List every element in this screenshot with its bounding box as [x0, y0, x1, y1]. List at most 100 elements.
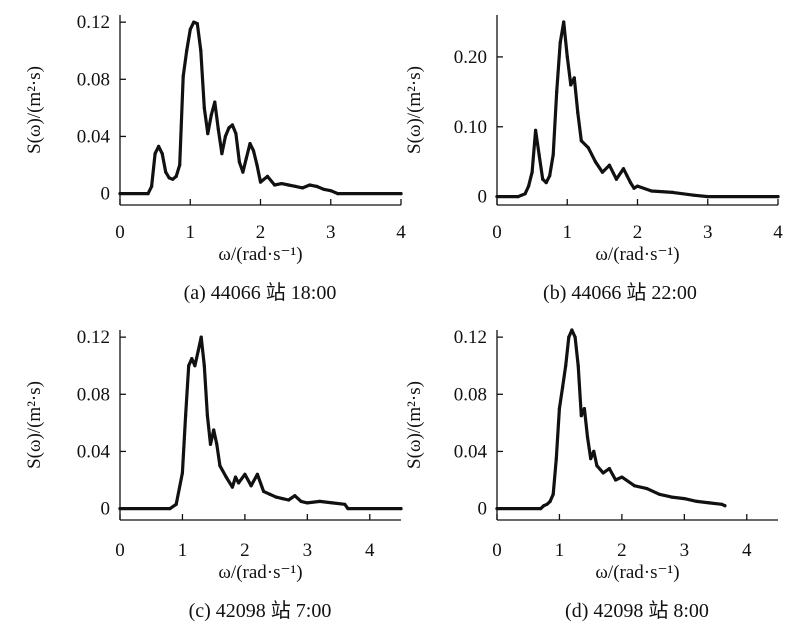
x-tick-label: 4 [365, 540, 375, 561]
data-point [523, 192, 527, 196]
x-tick-label: 1 [178, 540, 188, 561]
data-point [530, 170, 534, 174]
data-point [520, 193, 524, 197]
data-point [632, 186, 636, 190]
data-point [206, 132, 210, 136]
x-tick-label: 3 [703, 222, 713, 243]
data-point [534, 128, 538, 132]
data-point [150, 184, 154, 188]
data-point [625, 174, 629, 178]
data-point [562, 20, 566, 24]
x-tick-label: 4 [742, 540, 752, 561]
data-point [301, 186, 305, 190]
data-point [576, 111, 580, 115]
data-point [184, 414, 188, 418]
data-point [632, 484, 637, 488]
data-point [196, 349, 200, 353]
x-tick-label: 0 [492, 540, 502, 561]
data-point [241, 170, 245, 174]
data-point [671, 190, 675, 194]
data-point [223, 134, 227, 138]
data-point [720, 502, 724, 506]
data-point [527, 184, 531, 188]
data-point [164, 170, 168, 174]
data-point [692, 193, 696, 197]
data-point [582, 407, 587, 411]
data-point [579, 414, 583, 418]
x-tick-label: 3 [303, 540, 313, 561]
data-point [274, 495, 278, 499]
data-point [233, 475, 238, 479]
data-point [205, 414, 209, 418]
y-tick-label: 0 [478, 499, 488, 520]
data-point [516, 195, 520, 199]
data-point [287, 498, 291, 502]
data-point [346, 507, 350, 511]
panel-caption: (a) 44066 站 18:00 [184, 281, 337, 304]
data-point [305, 501, 309, 505]
y-tick-label: 0 [101, 184, 111, 205]
data-point [645, 487, 649, 491]
data-point [216, 127, 220, 131]
x-tick-label: 1 [186, 222, 196, 243]
data-point [118, 507, 122, 511]
data-point [322, 187, 326, 191]
data-point [539, 507, 543, 511]
panel-caption: (c) 42098 站 7:00 [189, 599, 332, 622]
data-point [180, 471, 184, 475]
data-point [607, 163, 612, 167]
data-point [569, 83, 573, 87]
y-tick-label: 0.12 [77, 327, 110, 348]
data-point [209, 113, 213, 117]
data-point [157, 144, 161, 148]
data-point [168, 507, 172, 511]
y-tick-label: 0.12 [77, 12, 110, 33]
y-tick-label: 0.04 [77, 126, 111, 147]
x-axis-label: ω/(rad·s⁻¹) [595, 244, 679, 265]
data-point [299, 499, 303, 503]
data-point [192, 20, 196, 24]
x-tick-label: 2 [240, 540, 250, 561]
data-point [682, 497, 686, 501]
data-point [294, 184, 298, 188]
data-point [558, 41, 562, 45]
data-point [220, 152, 224, 156]
data-point [193, 364, 197, 368]
data-point [308, 183, 312, 187]
data-point [570, 328, 574, 332]
x-axis-label: ω/(rad·s⁻¹) [595, 562, 679, 583]
data-point [330, 501, 334, 505]
data-point [635, 184, 640, 188]
y-tick-label: 0.04 [77, 441, 111, 462]
data-point [545, 502, 549, 506]
data-point [723, 504, 727, 508]
panel-a: 0 1 2 3 4 0 0.04 0.08 0.12 ω/(rad·s⁻¹) S(ω)/(m²·s)… [24, 12, 406, 304]
data-point [248, 142, 252, 146]
data-point [495, 195, 499, 199]
y-tick-label: 0 [101, 499, 111, 520]
y-tick-label: 0.08 [454, 384, 487, 405]
data-point [776, 195, 780, 199]
data-point [195, 22, 199, 26]
data-point [495, 507, 499, 511]
x-tick-label: 4 [773, 222, 783, 243]
y-tick-label: 0.12 [454, 327, 487, 348]
data-point [199, 335, 203, 339]
data-point [399, 192, 403, 196]
data-point [244, 156, 248, 160]
x-axis-label: ω/(rad·s⁻¹) [218, 562, 302, 583]
data-point [167, 176, 171, 180]
data-point [551, 153, 555, 157]
data-point [614, 478, 618, 482]
data-point [190, 357, 194, 361]
x-tick-label: 0 [492, 222, 502, 243]
data-point [187, 364, 191, 368]
data-point [670, 495, 674, 499]
y-tick-label: 0.08 [77, 384, 110, 405]
data-point [614, 177, 619, 181]
data-point [589, 457, 593, 461]
data-point [251, 149, 256, 153]
x-tick-label: 4 [396, 222, 406, 243]
x-tick-label: 3 [326, 222, 336, 243]
